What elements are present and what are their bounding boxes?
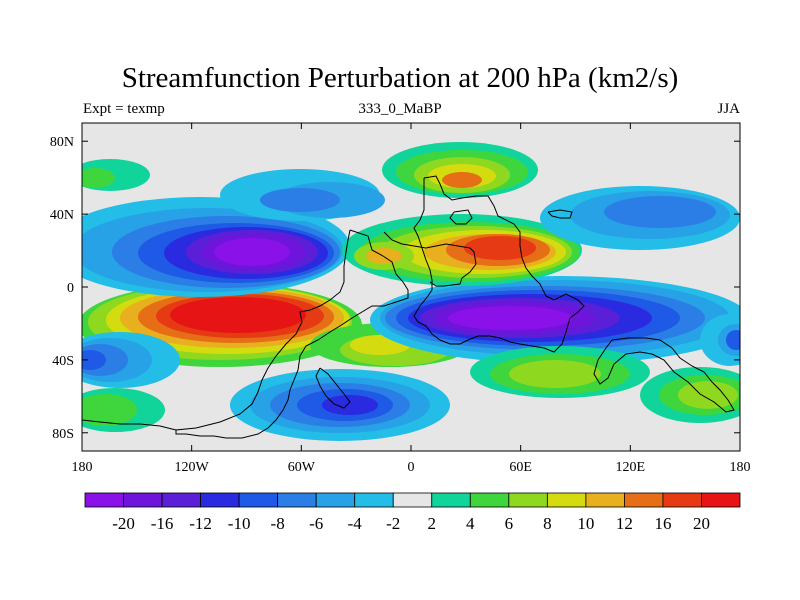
x-tick-label: 60W: [288, 460, 316, 475]
season-label: JJA: [717, 101, 740, 117]
contour-band-level-11: [678, 381, 738, 409]
colorbar-label: -8: [271, 514, 285, 533]
y-tick-label: 40N: [50, 208, 74, 223]
colorbar-label: 6: [505, 514, 514, 533]
colorbar-label: 20: [693, 514, 710, 533]
chart-title: Streamfunction Perturbation at 200 hPa (…: [121, 62, 679, 94]
contour-band-level-0: [448, 306, 572, 330]
coastline-eurasia: [413, 175, 585, 353]
colorbar-swatch: [161, 492, 201, 508]
colorbar-label: 4: [466, 514, 475, 533]
x-axis: 180 120W 60W 0 60E 120E 180: [72, 123, 751, 475]
colorbar-swatch: [392, 492, 433, 508]
colorbar-label: 8: [543, 514, 552, 533]
contour-band-level-13: [366, 248, 402, 264]
x-tick-label: 180: [72, 460, 93, 475]
x-tick-label: 0: [408, 460, 415, 475]
colorbar-label: -2: [386, 514, 400, 533]
coastline-antarctic-peninsula: [315, 367, 351, 409]
coastline-australia: [593, 337, 735, 413]
y-axis: 80N 40N 0 40S 80S: [50, 135, 740, 442]
colorbar-swatch: [508, 492, 548, 508]
contour-band-level-10: [82, 168, 115, 188]
colorbar-swatch: [546, 492, 587, 508]
y-tick-label: 80S: [52, 427, 74, 442]
colorbar-swatch: [624, 492, 664, 508]
contour-band-level-0: [214, 238, 290, 266]
colorbar-label: -20: [112, 514, 135, 533]
colorbar-label: -6: [309, 514, 323, 533]
colorbar-swatch: [354, 492, 394, 508]
contour-band-level-3: [322, 395, 378, 415]
colorbar-swatch: [431, 492, 471, 508]
colorbar-swatch: [585, 492, 625, 508]
contour-band-level-4: [726, 330, 740, 350]
colorbar-label: -10: [228, 514, 251, 533]
colorbar-swatch: [277, 492, 317, 508]
run-label: 333_0_MaBP: [358, 101, 442, 117]
colorbar-label: 2: [428, 514, 437, 533]
coastline-antarctic-edge: [82, 419, 177, 431]
colorbar-swatch: [238, 492, 279, 508]
colorbar-label: -12: [189, 514, 212, 533]
contour-band-level-14: [442, 172, 482, 188]
colorbar-swatch: [701, 492, 741, 508]
x-tick-label: 120W: [175, 460, 210, 475]
colorbar-swatch: [123, 492, 163, 508]
contour-band-level-10: [82, 394, 137, 426]
coastline-africa-europe: [383, 231, 477, 287]
coastline-americas: [175, 229, 409, 439]
contour-fields: [82, 142, 740, 441]
experiment-label: Expt = texmp: [83, 101, 165, 117]
colorbar-swatch: [84, 492, 124, 508]
colorbar-swatch: [469, 492, 510, 508]
coastline-scandinavia: [547, 209, 573, 219]
contour-band-level-4: [82, 350, 106, 370]
x-tick-label: 180: [730, 460, 751, 475]
colorbar-swatch: [662, 492, 702, 508]
colorbar-label: -4: [348, 514, 363, 533]
colorbar-label: 12: [616, 514, 633, 533]
contour-band-level-15: [464, 236, 536, 260]
colorbar-label: 16: [654, 514, 671, 533]
colorbar-label: 10: [577, 514, 594, 533]
x-tick-label: 120E: [616, 460, 646, 475]
contour-band-level-16: [170, 297, 306, 333]
contour-band-level-5: [604, 196, 716, 228]
y-tick-label: 40S: [52, 354, 74, 369]
coastline-arctic: [449, 209, 473, 225]
colorbar-swatch: [200, 492, 240, 508]
contour-band-level-5: [260, 188, 340, 212]
x-tick-label: 60E: [509, 460, 532, 475]
y-tick-label: 0: [67, 281, 74, 296]
y-tick-label: 80N: [50, 135, 74, 150]
contour-band-level-11: [509, 360, 601, 388]
colorbar: -20 -16 -12 -10 -8 -6 -4 -2 2 4 6 8 10 12 16 20: [84, 492, 741, 533]
colorbar-label: -16: [151, 514, 174, 533]
coastline: [82, 175, 735, 439]
colorbar-swatch: [315, 492, 356, 508]
